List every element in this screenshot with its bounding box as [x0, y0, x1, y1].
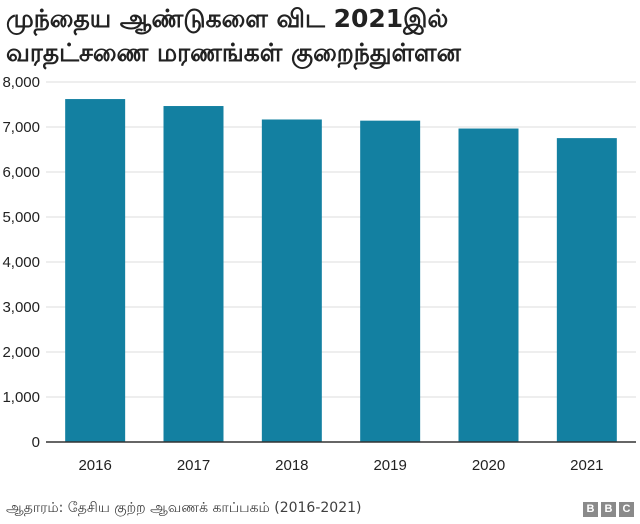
bar-2016 [65, 99, 126, 443]
logo-letter: B [583, 502, 598, 517]
axes: 0 1,000 2,000 3,000 4,000 5,000 6,000 7,000 8,00… [2, 74, 636, 474]
x-tick-label: 2018 [275, 457, 308, 474]
y-tick-label: 4,000 [2, 254, 40, 271]
bbc-logo: B B C [583, 502, 634, 517]
logo-letter: C [619, 502, 634, 517]
chart-footer: ஆதாரம்: தேசிய குற்ற ஆவணக் காப்பகம் (2016… [0, 496, 640, 524]
x-tick-label: 2019 [373, 457, 406, 474]
source-note: ஆதாரம்: தேசிய குற்ற ஆவணக் காப்பகம் (2016… [6, 500, 362, 516]
y-tick-label: 5,000 [2, 209, 40, 226]
y-tick-label: 2,000 [2, 344, 40, 361]
x-tick-label: 2016 [78, 457, 111, 474]
chart-title: முந்தைய ஆண்டுகளை விட 2021இல் வரதட்சணை மர… [6, 2, 634, 70]
x-tick-label: 2020 [472, 457, 505, 474]
logo-letter: B [601, 502, 616, 517]
y-tick-label: 7,000 [2, 119, 40, 136]
x-tick-label: 2021 [570, 457, 603, 474]
y-tick-label: 0 [32, 434, 40, 451]
chart-title-line-1: முந்தைய ஆண்டுகளை விட 2021இல் [6, 4, 449, 33]
bar-2020 [458, 128, 519, 442]
bars [65, 99, 617, 443]
y-tick-label: 8,000 [2, 74, 40, 91]
bar-2018 [261, 119, 322, 443]
y-tick-label: 3,000 [2, 299, 40, 316]
bar-2021 [556, 138, 617, 443]
bar-2019 [360, 120, 421, 442]
chart-title-line-2: வரதட்சணை மரணங்கள் குறைந்துள்ளன [6, 38, 461, 67]
bar-chart: 0 1,000 2,000 3,000 4,000 5,000 6,000 7,000 8,00… [2, 74, 636, 474]
gridlines [46, 81, 636, 398]
bar-2017 [163, 106, 224, 442]
y-tick-label: 6,000 [2, 164, 40, 181]
y-tick-label: 1,000 [2, 389, 40, 406]
x-tick-label: 2017 [177, 457, 210, 474]
